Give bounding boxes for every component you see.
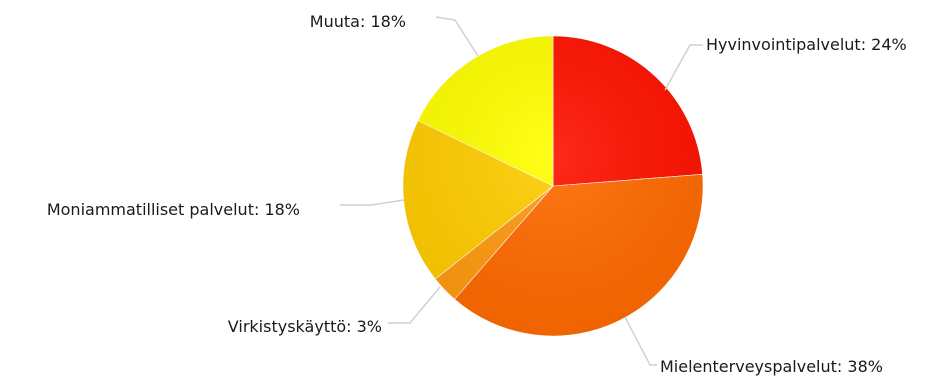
slice-label-hyvinvointipalvelut: Hyvinvointipalvelut: 24% xyxy=(706,35,907,54)
leader-line-moniammatilliset-palvelut xyxy=(340,199,405,206)
leader-line-virkistyskaytto xyxy=(388,286,441,324)
slice-labels: Hyvinvointipalvelut: 24% Mielenterveyspal… xyxy=(47,12,907,376)
slice-label-muuta: Muuta: 18% xyxy=(310,12,406,31)
leader-line-mielenterveyspalvelut xyxy=(624,316,657,366)
leader-lines xyxy=(340,16,703,366)
slice-label-mielenterveyspalvelut: Mielenterveyspalvelut: 38% xyxy=(660,357,883,376)
pie-shading xyxy=(403,36,703,336)
leader-line-hyvinvointipalvelut xyxy=(664,44,703,91)
slice-label-virkistyskaytto: Virkistyskäyttö: 3% xyxy=(228,317,382,336)
leader-line-muuta xyxy=(435,16,479,57)
slice-label-moniammatilliset-palvelut: Moniammatilliset palvelut: 18% xyxy=(47,200,300,219)
